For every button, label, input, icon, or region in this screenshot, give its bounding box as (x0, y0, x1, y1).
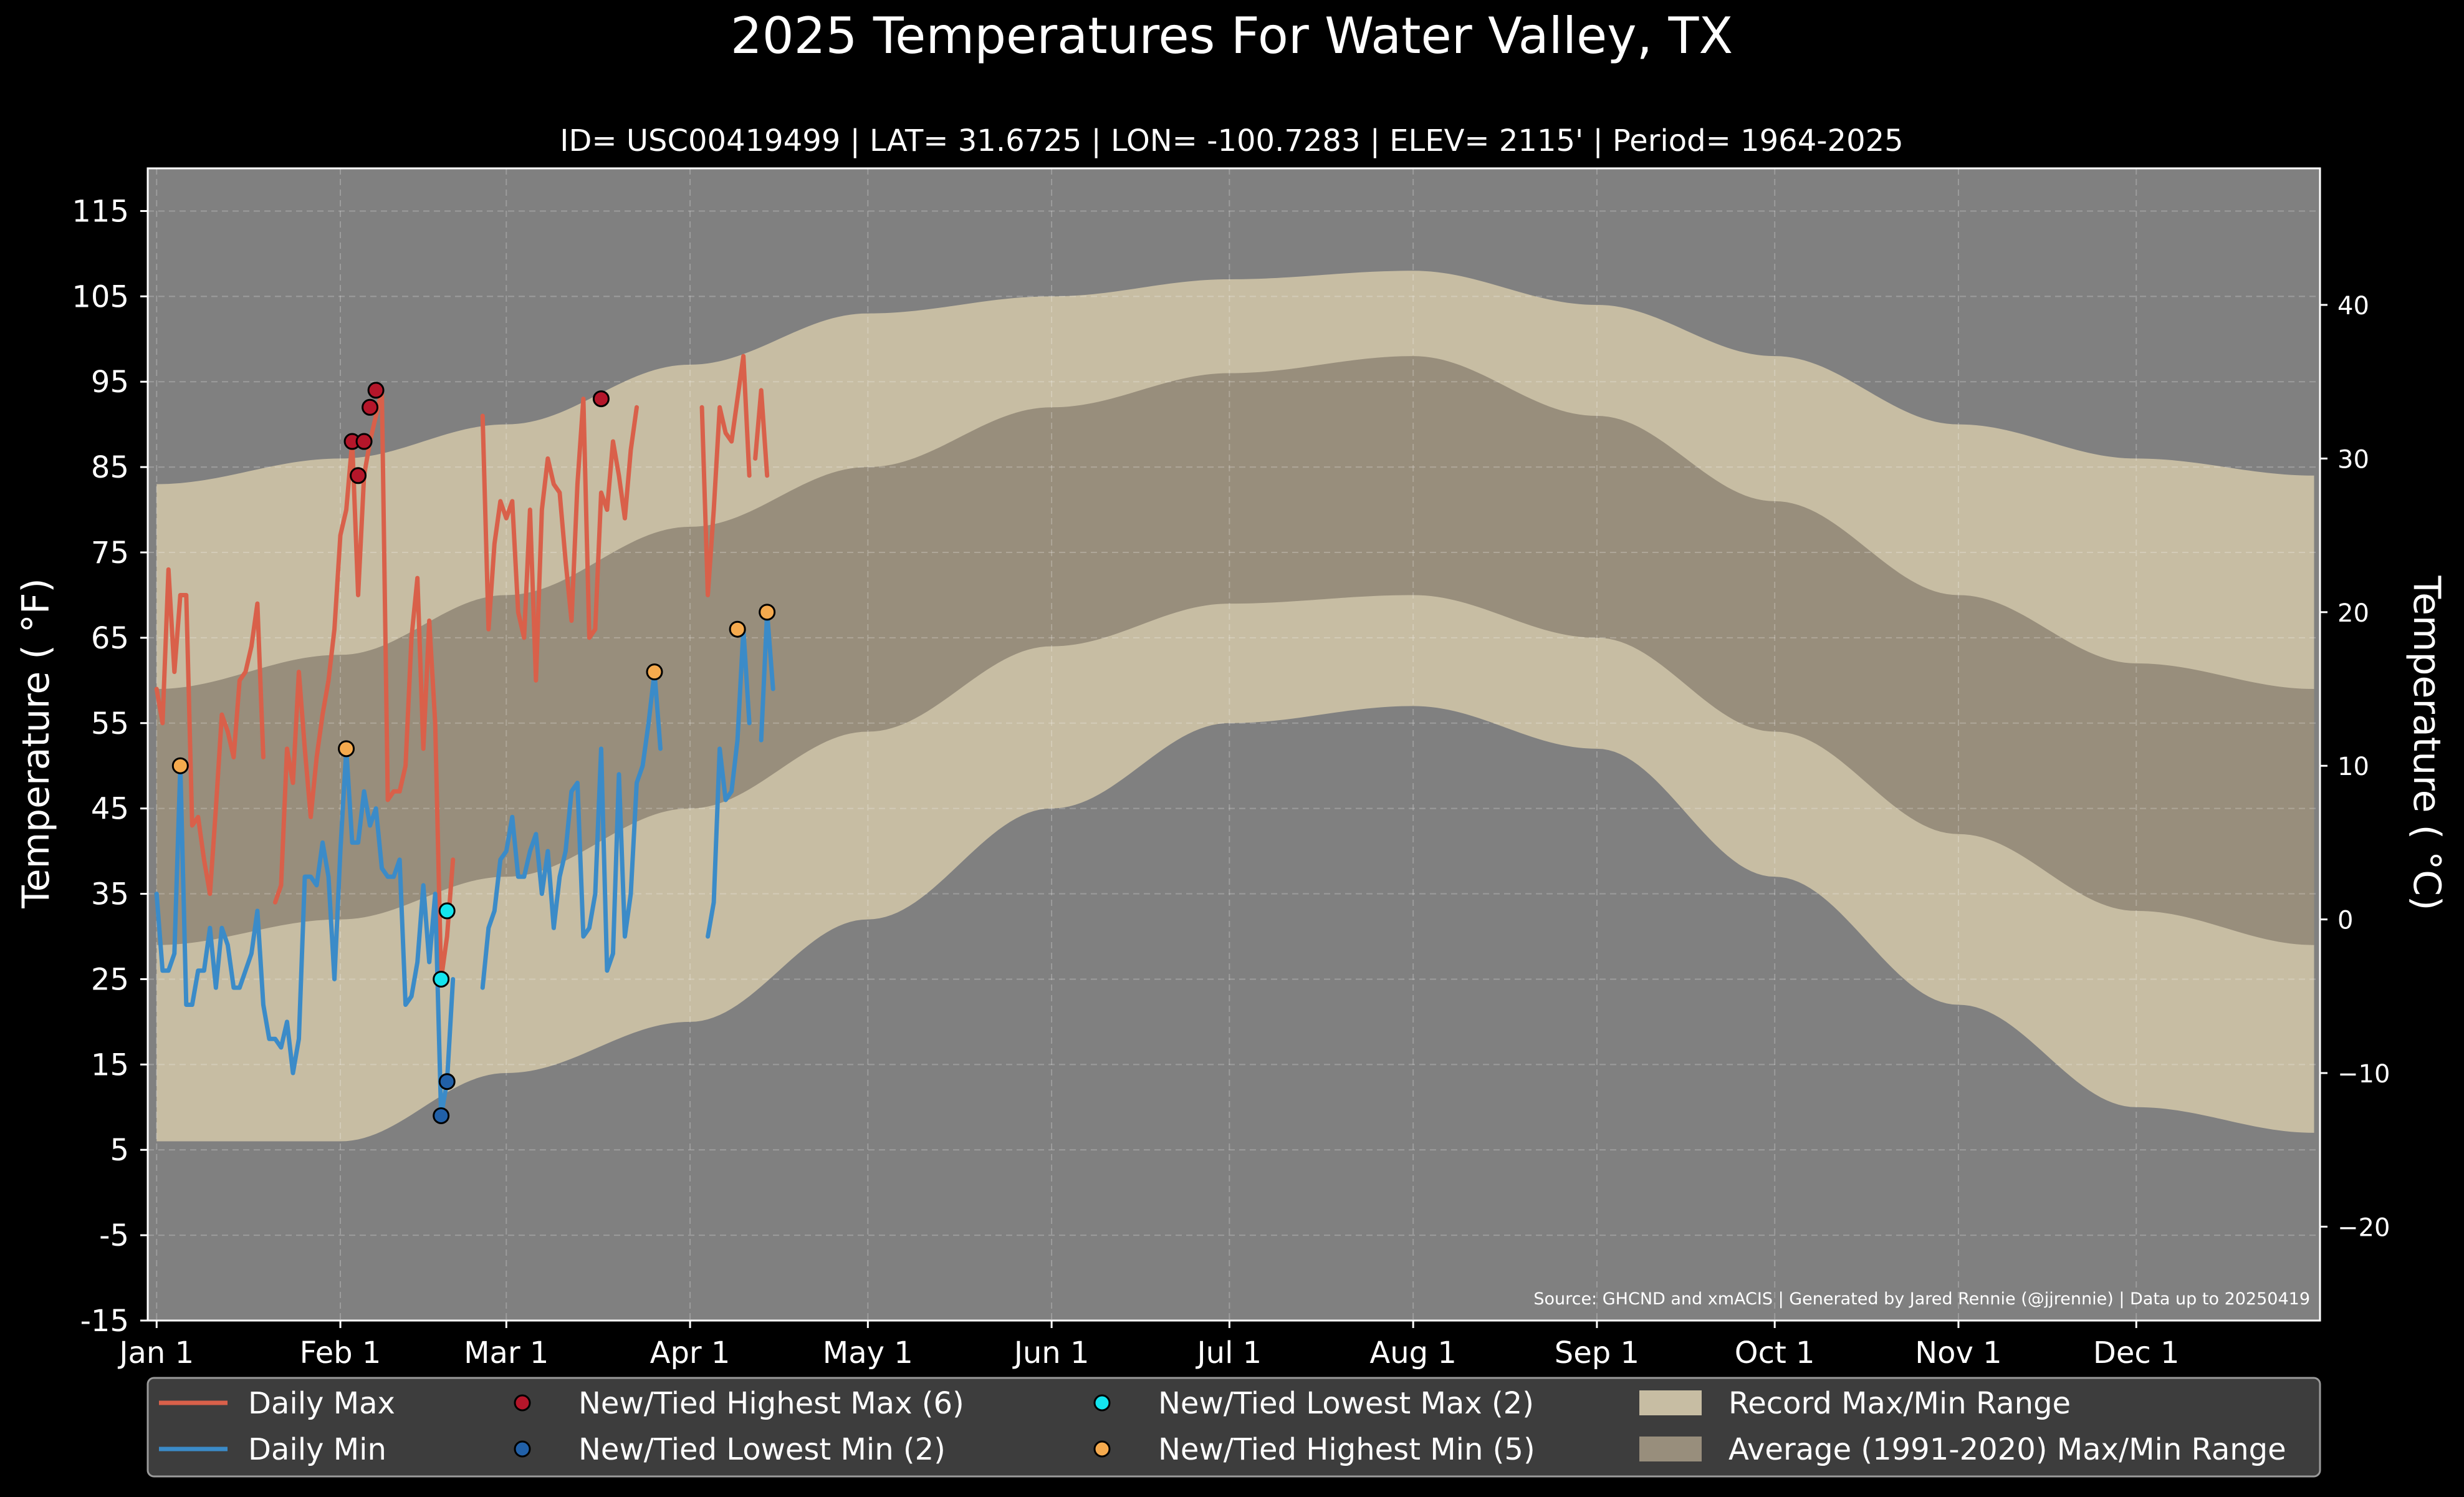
legend-dot-swatch (1093, 1394, 1111, 1412)
legend-label: New/Tied Lowest Max (2) (1158, 1386, 1534, 1421)
x-tick-label: Jun 1 (1012, 1336, 1090, 1370)
x-tick-label: Aug 1 (1369, 1336, 1457, 1370)
record-point (433, 970, 450, 988)
legend-dot-swatch (514, 1440, 531, 1458)
series-line-daily-min (154, 746, 456, 1118)
record-range-band (156, 271, 2314, 1142)
chart-title: 2025 Temperatures For Water Valley, TX (731, 7, 1733, 65)
left-axis: -15 -5 5 15 25 35 45 55 65 75 85 95 105 115 (72, 194, 148, 1339)
y-tick-label: -5 (99, 1218, 129, 1253)
record-point (338, 740, 355, 758)
y-tick-label: 55 (91, 706, 129, 741)
legend-label: New/Tied Lowest Min (2) (578, 1432, 946, 1467)
series-line-daily-min (706, 627, 752, 939)
legend-label: Record Max/Min Range (1728, 1386, 2071, 1421)
legend: Daily Max Daily Min New/Tied Highest Max (… (146, 1377, 2321, 1478)
source-note: Source: GHCND and xmACIS | Generated by … (1533, 1289, 2310, 1309)
y-tick-label: 85 (91, 450, 129, 485)
record-point (438, 1073, 456, 1090)
record-point (367, 382, 385, 399)
y-tick-label: 115 (72, 194, 129, 229)
series-line-daily-min (480, 670, 663, 990)
legend-box (146, 1377, 2321, 1478)
right-axis-label: Temperature ( °C) (2405, 575, 2448, 911)
legend-dot-swatch (1093, 1440, 1111, 1458)
x-tick-label: Dec 1 (2093, 1336, 2180, 1370)
y-tick-label: 75 (91, 536, 129, 570)
legend-dot-swatch (514, 1394, 531, 1412)
legend-label: Daily Min (248, 1432, 386, 1467)
legend-label: New/Tied Highest Max (6) (578, 1386, 964, 1421)
y-tick-label: 15 (91, 1047, 129, 1082)
x-axis: Jan 1 Feb 1 Mar 1 Apr 1 May 1 Jun 1 Jul 1 Aug 1… (117, 1321, 2180, 1370)
plot-frame (146, 167, 2321, 1322)
record-point (362, 398, 379, 416)
y-tick-label: 25 (91, 962, 129, 997)
x-tick-label: Feb 1 (300, 1336, 381, 1370)
record-point (592, 390, 610, 408)
y-tick-label: 105 (72, 279, 129, 314)
y2-tick-label: −10 (2337, 1060, 2390, 1089)
record-point (646, 663, 663, 681)
y-tick-label: 5 (110, 1133, 129, 1168)
y2-tick-label: 0 (2337, 907, 2353, 935)
x-tick-label: Jul 1 (1196, 1336, 1262, 1370)
x-tick-label: Apr 1 (650, 1336, 731, 1370)
record-point (433, 1107, 450, 1124)
series-line-daily-max (753, 388, 770, 478)
plot-area (146, 167, 2321, 1322)
right-axis: −20 −10 0 10 20 30 40 (2320, 292, 2390, 1242)
x-tick-label: Nov 1 (1915, 1336, 2001, 1370)
y-tick-label: -15 (80, 1304, 129, 1339)
y2-tick-label: −20 (2337, 1213, 2390, 1242)
series-line-daily-max (154, 567, 266, 897)
record-point (438, 902, 456, 920)
y-tick-label: 45 (91, 792, 129, 827)
legend-patch-swatch (1639, 1390, 1702, 1415)
legend-label: New/Tied Highest Min (5) (1158, 1432, 1535, 1467)
x-tick-label: Jan 1 (117, 1336, 194, 1370)
legend-label: Daily Max (248, 1386, 395, 1421)
x-tick-label: Oct 1 (1735, 1336, 1815, 1370)
y-tick-label: 65 (91, 621, 129, 656)
chart-subtitle: ID= USC00419499 | LAT= 31.6725 | LON= -1… (560, 123, 1903, 158)
record-point (759, 604, 776, 621)
y2-tick-label: 30 (2337, 445, 2369, 474)
x-tick-label: Sep 1 (1555, 1336, 1639, 1370)
record-point (171, 757, 189, 774)
left-axis-label: Temperature ( °F) (14, 578, 58, 909)
y-tick-label: 35 (91, 877, 129, 912)
record-point (350, 467, 367, 484)
series-line-daily-max (480, 397, 639, 683)
y2-tick-label: 10 (2337, 753, 2369, 781)
record-point (729, 620, 746, 638)
legend-patch-swatch (1639, 1437, 1702, 1461)
y2-tick-label: 20 (2337, 599, 2369, 628)
series-line-daily-max (699, 354, 752, 597)
legend-label: Average (1991-2020) Max/Min Range (1728, 1432, 2286, 1467)
normal-range-band (156, 356, 2314, 945)
record-point (355, 433, 373, 450)
x-tick-label: Mar 1 (464, 1336, 549, 1370)
y-tick-label: 95 (91, 365, 129, 400)
y2-tick-label: 40 (2337, 292, 2369, 320)
x-tick-label: May 1 (823, 1336, 913, 1370)
